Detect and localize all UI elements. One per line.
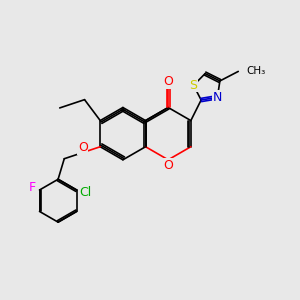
Text: Cl: Cl bbox=[80, 187, 92, 200]
Text: O: O bbox=[78, 141, 88, 154]
Text: O: O bbox=[163, 159, 173, 172]
Text: F: F bbox=[29, 181, 36, 194]
Text: S: S bbox=[190, 79, 197, 92]
Text: N: N bbox=[213, 91, 222, 104]
Text: CH₃: CH₃ bbox=[247, 66, 266, 76]
Text: O: O bbox=[163, 75, 173, 88]
